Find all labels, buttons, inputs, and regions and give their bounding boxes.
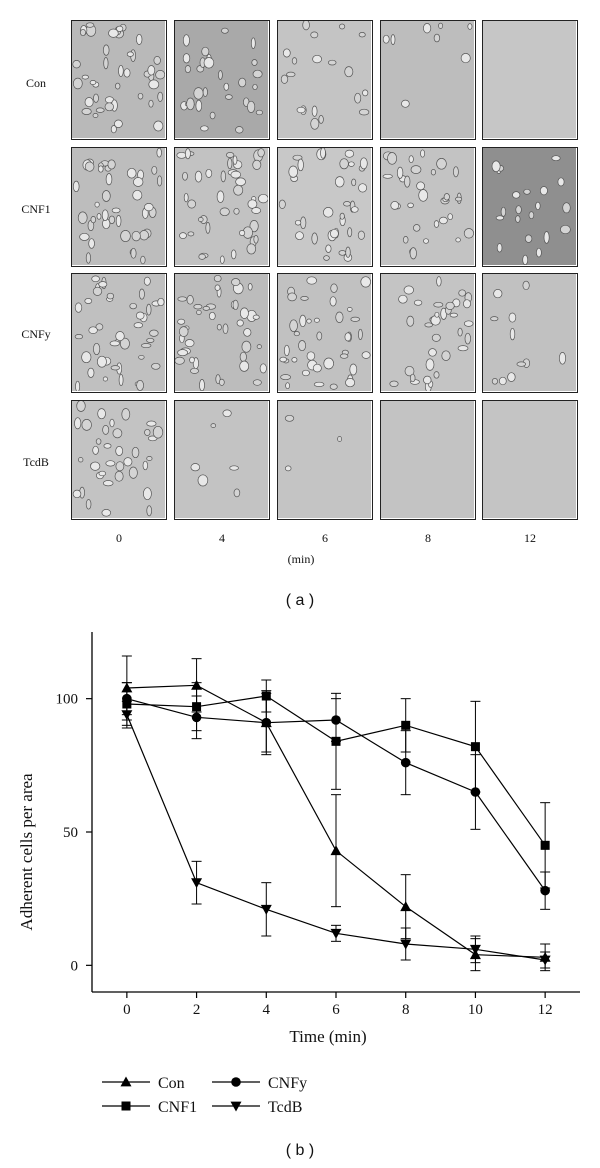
micrograph-tile (277, 400, 373, 520)
row-label-con: Con (25, 76, 46, 90)
data-point-con (330, 845, 342, 856)
data-point-tcdb (400, 939, 412, 950)
data-point-tcdb (191, 878, 203, 889)
x-tick-label: 8 (402, 1002, 410, 1018)
micrograph-tile (71, 400, 167, 520)
micrograph-tile (174, 400, 270, 520)
legend-label-cnf1: CNF1 (158, 1099, 197, 1116)
micrograph-tile (482, 20, 578, 140)
row-label-cnf1: CNF1 (21, 202, 51, 216)
legend-label-cnfy: CNFy (268, 1075, 307, 1092)
line-chart: 0 2 4 6 8 10 12 0 50 100 Time (min) Adherent cells … (17, 632, 580, 1116)
column-label-8: 8 (425, 531, 431, 545)
x-tick-label: 2 (193, 1002, 201, 1018)
legend-label-tcdb: TcdB (268, 1099, 302, 1116)
micrograph-panel: Con CNF1 CNFy TcdB 0 4 6 8 12 (min) ( a … (21, 20, 578, 609)
micrograph-tile (277, 273, 373, 393)
legend-marker-con (120, 1076, 132, 1087)
data-point-cnfy (331, 715, 341, 725)
panel-a-caption: ( a ) (285, 592, 315, 609)
data-point-con (400, 901, 412, 912)
data-point-cnfy (261, 717, 272, 728)
micrograph-tile (174, 273, 270, 393)
legend-label-con: Con (158, 1075, 185, 1092)
legend-marker-tcdb (230, 1101, 242, 1112)
x-tick-label: 12 (538, 1002, 553, 1018)
micrograph-tile (380, 400, 476, 520)
x-tick-label: 6 (332, 1002, 340, 1018)
column-label-4: 4 (219, 531, 225, 545)
micrograph-tile (380, 20, 476, 140)
data-point-cnfy (191, 712, 202, 723)
micrograph-tile (277, 147, 373, 267)
legend-marker-cnfy (231, 1077, 241, 1087)
data-point-cnf1 (401, 720, 411, 730)
column-label-6: 6 (322, 531, 328, 545)
x-tick-label: 0 (123, 1002, 131, 1018)
row-label-cnfy: CNFy (21, 327, 51, 341)
x-tick-label: 4 (263, 1002, 271, 1018)
column-label-12: 12 (524, 531, 536, 545)
x-tick-label: 10 (468, 1002, 483, 1018)
time-unit-label: (min) (287, 552, 315, 566)
data-point-tcdb (260, 904, 272, 915)
micrograph-tile (380, 273, 476, 393)
row-label-tcdb: TcdB (23, 455, 49, 469)
micrograph-tile (277, 20, 373, 140)
y-tick-label: 100 (56, 692, 79, 708)
data-point-cnfy (540, 885, 550, 896)
data-point-cnfy (400, 757, 411, 768)
panel-b-caption: ( b ) (285, 1142, 315, 1159)
micrograph-tile (174, 20, 270, 140)
micrograph-tile (71, 273, 167, 393)
data-point-tcdb (469, 944, 481, 955)
y-axis-label: Adherent cells per area (17, 773, 36, 931)
line-chart-panel: 0 2 4 6 8 10 12 0 50 100 Time (min) Adherent cells … (0, 620, 600, 1168)
data-point-tcdb (539, 955, 551, 966)
micrograph-tile (174, 147, 270, 267)
data-point-cnf1 (540, 840, 550, 850)
legend-marker-cnf1 (121, 1101, 131, 1111)
y-tick-label: 0 (71, 958, 79, 974)
column-label-0: 0 (116, 531, 122, 545)
data-point-cnfy (470, 787, 481, 797)
micrograph-tile (71, 20, 167, 140)
y-tick-label: 50 (63, 825, 78, 841)
micrograph-tile (380, 147, 476, 267)
data-point-tcdb (330, 928, 342, 939)
micrograph-tile (482, 147, 578, 267)
micrograph-tile (482, 273, 578, 393)
data-point-cnf1 (470, 742, 480, 752)
micrograph-tile (71, 147, 167, 267)
data-point-tcdb (121, 710, 133, 721)
x-axis-label: Time (min) (289, 1027, 366, 1046)
micrograph-tile (482, 400, 578, 520)
